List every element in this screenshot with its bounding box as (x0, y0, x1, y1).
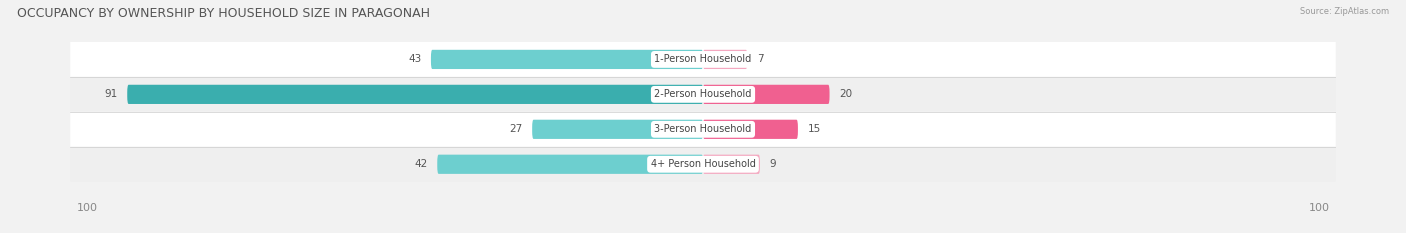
Text: Source: ZipAtlas.com: Source: ZipAtlas.com (1301, 7, 1389, 16)
Text: 1-Person Household: 1-Person Household (654, 55, 752, 64)
Text: 43: 43 (408, 55, 422, 64)
FancyBboxPatch shape (703, 85, 830, 104)
Text: 7: 7 (756, 55, 763, 64)
Text: 100: 100 (76, 203, 97, 213)
FancyBboxPatch shape (70, 112, 1336, 147)
FancyBboxPatch shape (531, 120, 703, 139)
FancyBboxPatch shape (703, 120, 799, 139)
FancyBboxPatch shape (127, 85, 703, 104)
Text: 27: 27 (509, 124, 523, 134)
Text: 100: 100 (1309, 203, 1330, 213)
Text: 15: 15 (807, 124, 821, 134)
FancyBboxPatch shape (703, 155, 759, 174)
Text: 20: 20 (839, 89, 852, 99)
Text: 9: 9 (769, 159, 776, 169)
Legend: Owner-occupied, Renter-occupied: Owner-occupied, Renter-occupied (583, 230, 823, 233)
FancyBboxPatch shape (430, 50, 703, 69)
FancyBboxPatch shape (70, 42, 1336, 77)
FancyBboxPatch shape (70, 77, 1336, 112)
Text: 3-Person Household: 3-Person Household (654, 124, 752, 134)
Text: OCCUPANCY BY OWNERSHIP BY HOUSEHOLD SIZE IN PARAGONAH: OCCUPANCY BY OWNERSHIP BY HOUSEHOLD SIZE… (17, 7, 430, 20)
Text: 2-Person Household: 2-Person Household (654, 89, 752, 99)
FancyBboxPatch shape (437, 155, 703, 174)
FancyBboxPatch shape (70, 147, 1336, 182)
Text: 4+ Person Household: 4+ Person Household (651, 159, 755, 169)
Text: 42: 42 (415, 159, 427, 169)
FancyBboxPatch shape (703, 50, 748, 69)
Text: 91: 91 (104, 89, 118, 99)
